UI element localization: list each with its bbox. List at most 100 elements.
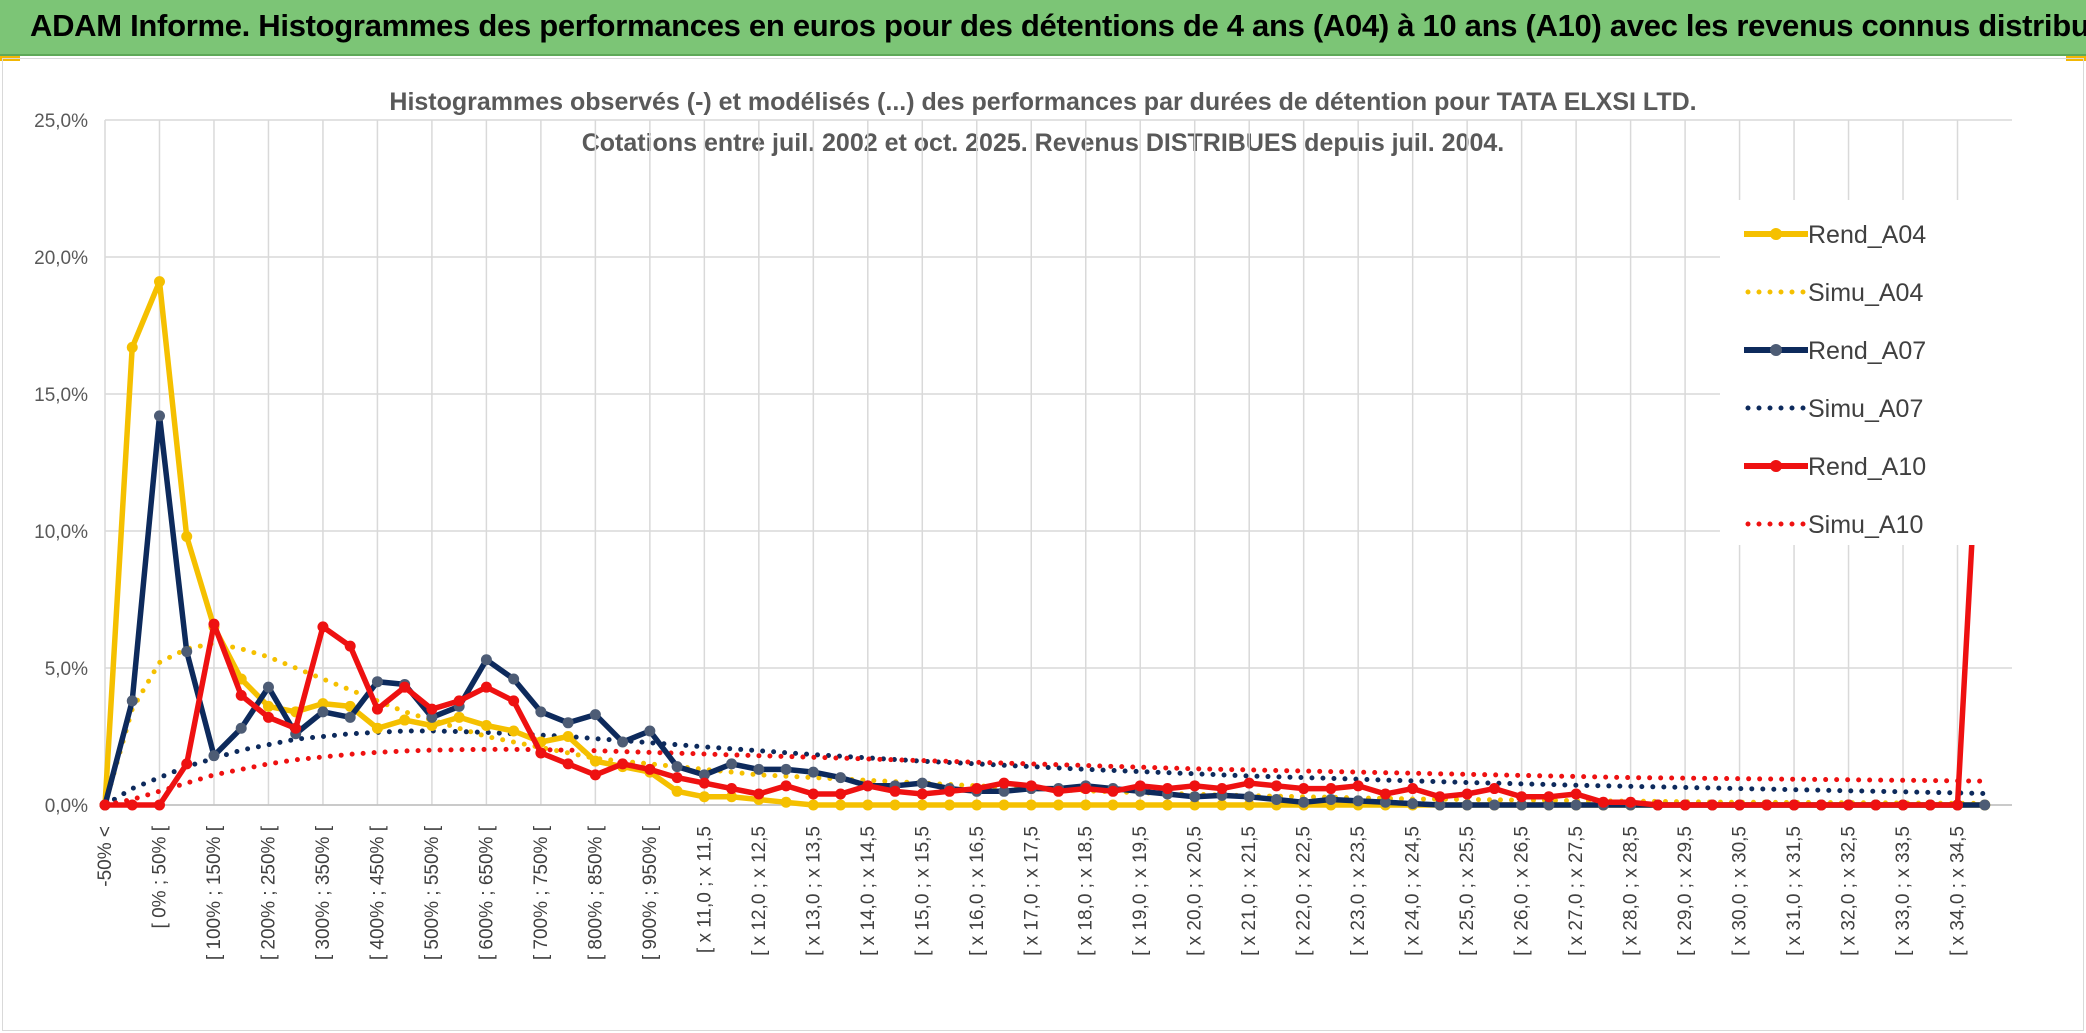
x-tick-label: [ x 31,0 ; x 31,5 — [1784, 826, 1805, 956]
data-point — [399, 681, 411, 693]
x-tick-label: [ x 20,0 ; x 20,5 — [1185, 826, 1206, 956]
data-point — [644, 725, 656, 737]
legend-label: Simu_A10 — [1808, 511, 1923, 539]
data-point — [589, 755, 601, 767]
data-point — [1053, 785, 1064, 797]
series-line-Simu_A10 — [102, 746, 1988, 808]
data-point — [1243, 777, 1255, 789]
data-point — [1952, 799, 1964, 811]
header-banner: ADAM Informe. Histogrammes des performan… — [0, 0, 2086, 56]
x-tick-label: [ 700% ; 750% [ — [531, 825, 552, 960]
data-point — [1597, 796, 1609, 808]
data-point — [889, 799, 901, 811]
data-point — [1161, 799, 1173, 811]
data-point — [617, 758, 629, 770]
data-point — [1461, 788, 1473, 800]
data-point — [1543, 791, 1555, 803]
data-point — [562, 731, 574, 742]
legend-marker — [1770, 228, 1782, 240]
data-point — [1652, 799, 1664, 811]
data-point — [671, 785, 683, 797]
data-point — [508, 695, 520, 707]
data-point — [1379, 796, 1391, 808]
x-tick-label: [ 300% ; 350% [ — [313, 825, 334, 960]
y-tick-label: 20,0% — [34, 248, 88, 269]
data-point — [862, 780, 874, 792]
x-tick-label: [ x 16,0 ; x 16,5 — [967, 826, 988, 956]
data-point — [344, 711, 356, 723]
data-point — [290, 722, 302, 734]
data-point — [535, 747, 547, 759]
data-point — [1243, 791, 1255, 803]
data-point — [1080, 799, 1092, 811]
x-tick-label: [ x 12,0 ; x 12,5 — [749, 826, 770, 956]
data-point — [1407, 798, 1419, 810]
series-Simu_A04 — [102, 640, 1988, 808]
x-tick-label: [ 100% ; 150% [ — [204, 825, 225, 960]
chart-title: Histogrammes observés (-) et modélisés (… — [389, 82, 1697, 158]
legend-item-Simu_A04: Simu_A04 — [1745, 279, 1923, 307]
x-tick-label: [ x 32,0 ; x 32,5 — [1839, 826, 1860, 956]
data-point — [1216, 783, 1228, 795]
legend-label: Simu_A07 — [1808, 395, 1923, 423]
y-tick-label: 5,0% — [45, 659, 88, 680]
data-point — [1706, 799, 1718, 811]
chart-frame — [2, 58, 2084, 1031]
data-point — [780, 796, 792, 808]
x-tick-label: [ x 22,0 ; x 22,5 — [1294, 826, 1315, 956]
data-point — [1161, 783, 1173, 795]
data-point — [1134, 780, 1146, 792]
data-point — [1625, 796, 1637, 808]
data-point — [971, 783, 983, 795]
data-point — [1924, 799, 1936, 811]
data-point — [835, 799, 847, 811]
x-tick-label: [ 600% ; 650% [ — [476, 825, 497, 960]
data-point — [780, 763, 792, 775]
data-point — [1788, 799, 1800, 811]
legend-item-Rend_A04: Rend_A04 — [1744, 221, 1926, 249]
legend-item-Rend_A07: Rend_A07 — [1744, 337, 1926, 365]
legend-label: Simu_A04 — [1808, 279, 1923, 307]
data-point — [1734, 799, 1746, 811]
data-point — [1679, 799, 1691, 811]
data-point — [1270, 794, 1282, 806]
data-point — [589, 769, 601, 781]
data-point — [1189, 791, 1201, 803]
x-tick-label: [ x 15,0 ; x 15,5 — [912, 826, 933, 956]
data-point — [1298, 796, 1310, 808]
data-point — [835, 788, 847, 800]
y-tick-label: 25,0% — [34, 111, 88, 132]
x-tick-label: [ 800% ; 850% [ — [585, 825, 606, 960]
data-point — [153, 410, 165, 422]
data-point — [480, 681, 492, 693]
data-point — [508, 673, 520, 685]
series-Rend_A10 — [99, 300, 1991, 811]
data-point — [181, 530, 193, 542]
data-point — [153, 276, 165, 288]
data-point — [1189, 780, 1201, 792]
data-point — [1815, 799, 1827, 811]
data-point — [589, 709, 601, 721]
legend-marker — [1770, 344, 1782, 356]
data-point — [453, 695, 465, 707]
data-point — [971, 799, 983, 811]
data-point — [99, 799, 111, 811]
data-point — [317, 698, 329, 710]
data-point — [916, 799, 928, 811]
x-tick-label: [ x 14,0 ; x 14,5 — [858, 826, 879, 956]
data-point — [208, 618, 220, 630]
data-point — [916, 788, 928, 800]
title-background — [425, 82, 1661, 118]
x-tick-label: [ 0% ; 50% [ — [149, 825, 170, 928]
data-point — [426, 720, 438, 732]
data-point — [753, 788, 765, 800]
data-point — [753, 763, 765, 775]
data-point — [1352, 795, 1364, 807]
data-point — [562, 717, 574, 729]
x-tick-label: [ x 21,0 ; x 21,5 — [1239, 826, 1260, 956]
data-point — [371, 703, 383, 715]
series-Rend_A04 — [99, 276, 1991, 811]
data-point — [726, 783, 738, 795]
chart-series — [99, 276, 1991, 811]
data-point — [726, 791, 738, 803]
